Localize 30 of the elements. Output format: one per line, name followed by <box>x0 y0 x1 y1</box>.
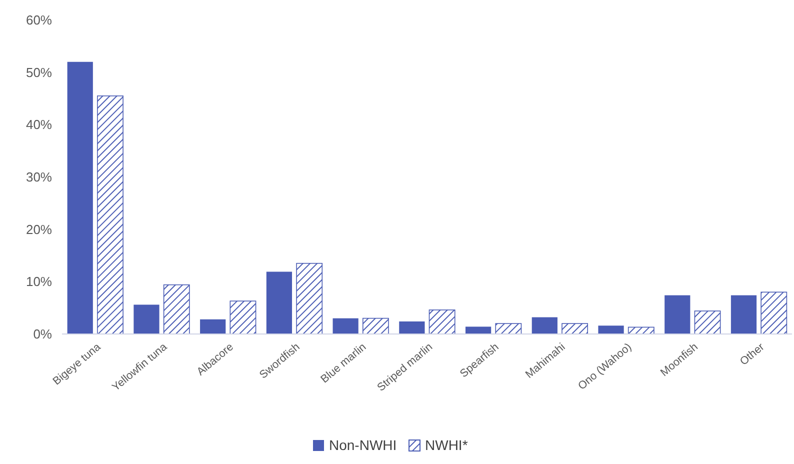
y-tick-label: 10% <box>26 274 52 290</box>
bar <box>562 323 588 334</box>
y-tick-label: 60% <box>26 12 52 28</box>
bar <box>532 317 558 334</box>
bar <box>332 318 358 334</box>
bar <box>200 319 226 334</box>
bar <box>399 321 425 334</box>
y-tick-label: 50% <box>26 64 52 80</box>
bar <box>97 95 124 334</box>
bar <box>465 326 492 334</box>
bar <box>362 318 389 334</box>
bar <box>598 326 624 334</box>
bar <box>730 295 757 334</box>
bar <box>230 300 256 334</box>
legend-label: Non-NWHI <box>329 437 397 453</box>
y-tick-label: 0% <box>33 326 52 342</box>
y-tick-label: 30% <box>26 170 52 185</box>
bar <box>428 310 456 334</box>
bar <box>134 304 160 334</box>
bar <box>664 295 690 334</box>
legend-label: NWHI* <box>425 437 468 453</box>
bar <box>495 323 522 334</box>
bar <box>266 272 292 334</box>
bar <box>67 62 93 334</box>
y-tick-label: 40% <box>26 117 52 132</box>
bar <box>694 310 721 334</box>
y-tick-label: 20% <box>26 222 52 237</box>
bar <box>163 284 190 334</box>
bar <box>760 292 788 334</box>
bar <box>296 262 323 334</box>
